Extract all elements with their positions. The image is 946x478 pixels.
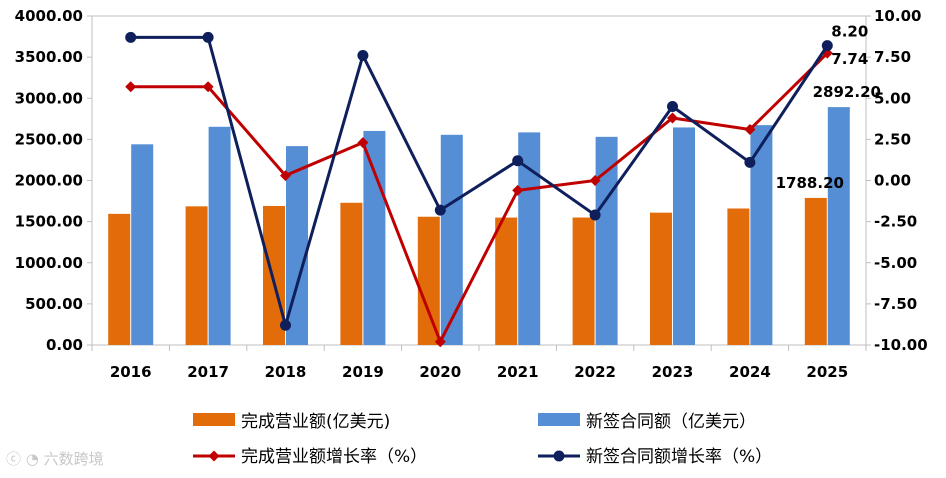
- bar: [363, 130, 386, 345]
- right-axis-tick-label: 7.50: [874, 48, 911, 66]
- bar: [495, 217, 518, 345]
- watermark-logo-icon: ⓒ ◔: [6, 450, 44, 468]
- legend-label: 完成营业额增长率（%）: [241, 447, 427, 467]
- watermark: ⓒ ◔ 六数跨境: [6, 448, 104, 469]
- data-label: 8.20: [831, 23, 868, 41]
- line-point: [512, 155, 524, 167]
- x-axis-tick-label: 2025: [806, 363, 848, 381]
- legend-label: 新签合同额（亿美元）: [586, 412, 756, 432]
- bar: [750, 125, 773, 345]
- left-axis-tick-label: 0.00: [46, 336, 83, 354]
- bar: [340, 202, 363, 345]
- bar: [595, 136, 618, 345]
- bar: [727, 208, 750, 345]
- bar: [263, 205, 285, 345]
- plot-area: [91, 15, 867, 346]
- bar: [440, 134, 463, 345]
- legend-label: 完成营业额(亿美元): [241, 412, 390, 432]
- line-point: [667, 112, 678, 124]
- bar: [286, 146, 308, 345]
- bar: [208, 126, 231, 346]
- series-line: [130, 52, 829, 346]
- left-axis-tick-label: 3000.00: [15, 89, 83, 107]
- bar: [518, 132, 541, 345]
- x-axis-tick-label: 2018: [265, 363, 307, 381]
- right-axis-tick-label: -5.00: [874, 254, 917, 272]
- line-point: [202, 81, 214, 93]
- left-axis-tick-label: 2000.00: [15, 172, 83, 190]
- line-point: [744, 156, 756, 168]
- bar: [673, 127, 695, 345]
- right-axis-tick-label: 0.00: [874, 172, 911, 190]
- bar: [572, 217, 595, 345]
- series-line: [130, 35, 829, 331]
- line-point: [821, 40, 833, 52]
- watermark-text: 六数跨境: [43, 450, 104, 468]
- line-point: [667, 100, 678, 112]
- legend-swatch: [193, 413, 235, 426]
- line-point: [434, 336, 446, 348]
- legend-marker: [208, 450, 220, 462]
- x-axis-tick-label: 2023: [652, 363, 694, 381]
- line-point: [512, 184, 524, 196]
- line-point: [589, 175, 601, 186]
- bar: [827, 107, 850, 345]
- legend-swatch: [538, 413, 580, 426]
- x-axis-tick-label: 2017: [187, 363, 229, 381]
- line-point: [202, 31, 214, 43]
- legend-marker: [553, 450, 565, 462]
- right-axis-tick-label: 10.00: [874, 7, 921, 25]
- right-axis-tick-label: -7.50: [874, 295, 917, 313]
- line-point: [357, 49, 369, 61]
- bar: [417, 216, 440, 345]
- line-point: [744, 124, 756, 136]
- left-axis-tick-label: 2500.00: [15, 130, 83, 148]
- bar: [108, 213, 131, 345]
- x-axis-tick-label: 2021: [497, 363, 539, 381]
- bar: [185, 206, 208, 345]
- left-axis-tick-label: 3500.00: [15, 48, 83, 66]
- line-point: [125, 31, 137, 43]
- line-point: [589, 209, 601, 221]
- x-axis-tick-label: 2022: [574, 363, 616, 381]
- right-axis-tick-label: 5.00: [874, 89, 911, 107]
- line-point: [434, 204, 446, 216]
- data-label: 2892.20: [813, 83, 881, 101]
- line-point: [357, 137, 369, 149]
- left-axis-tick-label: 1500.00: [15, 213, 83, 231]
- left-axis-tick-label: 4000.00: [15, 7, 83, 25]
- data-label: 7.74: [831, 50, 868, 68]
- bar: [804, 197, 827, 345]
- left-axis-tick-label: 1000.00: [15, 254, 83, 272]
- right-axis-tick-label: 2.50: [874, 130, 911, 148]
- x-axis-tick-label: 2019: [342, 363, 384, 381]
- right-axis-tick-label: -10.00: [874, 336, 928, 354]
- legend-label: 新签合同额增长率（%）: [586, 447, 772, 467]
- x-axis-tick-label: 2016: [110, 363, 152, 381]
- data-label: 1788.20: [776, 174, 844, 192]
- x-axis-tick-label: 2020: [419, 363, 461, 381]
- line-point: [280, 170, 291, 182]
- x-axis-tick-label: 2024: [729, 363, 771, 381]
- right-axis-tick-label: -2.50: [874, 213, 917, 231]
- bar: [650, 212, 672, 345]
- line-point: [280, 319, 291, 331]
- left-axis-tick-label: 500.00: [25, 295, 83, 313]
- bar: [131, 144, 154, 345]
- line-point: [125, 81, 137, 93]
